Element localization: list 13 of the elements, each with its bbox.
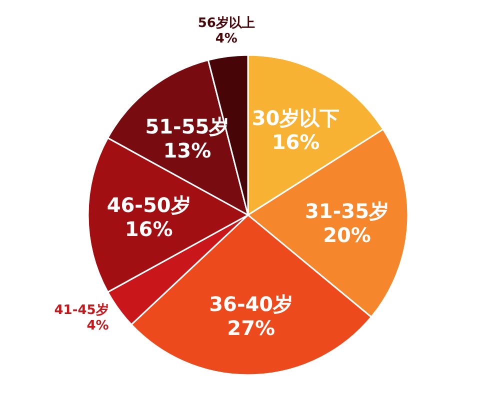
slice-label: 46-50岁 — [106, 193, 191, 217]
slice-label: 31-35岁 — [305, 199, 389, 224]
slice-label: 36-40岁 — [209, 292, 294, 316]
data-label: 16% — [272, 130, 320, 154]
data-label: 13% — [163, 138, 212, 163]
data-label: 27% — [227, 316, 276, 340]
slice-label: 30岁以下 — [252, 106, 340, 130]
data-label: 20% — [323, 223, 371, 248]
data-label: 4% — [86, 318, 109, 334]
slice-label: 56岁以上 — [198, 16, 255, 31]
data-label: 4% — [215, 31, 238, 46]
slice-label: 41-45岁 — [54, 303, 109, 318]
data-label: 16% — [124, 217, 173, 241]
